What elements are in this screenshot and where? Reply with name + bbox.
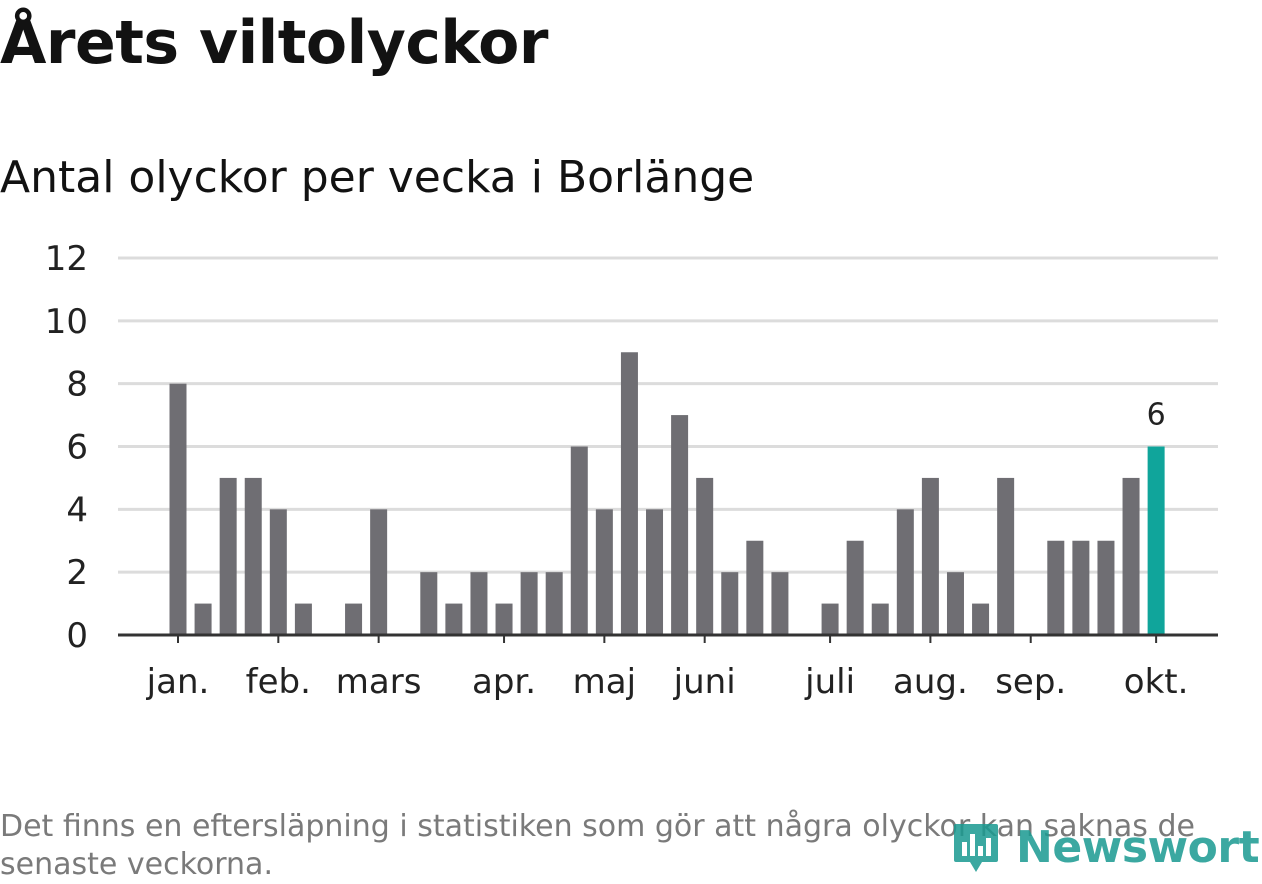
- data-label: 6: [1147, 398, 1166, 433]
- y-tick-label: 0: [66, 616, 88, 656]
- x-tick-label: feb.: [246, 662, 311, 702]
- bar: [244, 477, 262, 635]
- x-tick-label: maj: [573, 662, 636, 702]
- x-tick-label: mars: [336, 662, 422, 702]
- bar: [696, 477, 714, 635]
- bar: [896, 509, 914, 635]
- chart-title: Årets viltolyckor: [0, 8, 549, 78]
- newsworthy-logo: Newsworthy: [952, 818, 1262, 876]
- bar: [570, 446, 588, 635]
- bar: [846, 540, 864, 635]
- bar: [620, 352, 638, 635]
- grid-lines: [118, 256, 1218, 574]
- y-tick-label: 2: [66, 553, 88, 593]
- bar: [520, 572, 538, 635]
- newsworthy-logo-icon: [954, 824, 998, 872]
- bar: [746, 540, 764, 635]
- y-tick-label: 8: [66, 365, 88, 405]
- bar: [595, 509, 613, 635]
- bar: [420, 572, 438, 635]
- x-tick-label: juni: [673, 662, 736, 702]
- bar: [1072, 540, 1090, 635]
- bar: [1122, 477, 1140, 635]
- y-tick-label: 4: [66, 490, 88, 530]
- bar: [646, 509, 664, 635]
- bar: [921, 477, 939, 635]
- y-tick-label: 12: [45, 239, 88, 279]
- y-tick-label: 6: [66, 428, 88, 468]
- bar: [194, 603, 212, 635]
- bar: [470, 572, 488, 635]
- bar: [269, 509, 287, 635]
- annotations: 6: [1147, 398, 1166, 433]
- bar: [997, 477, 1015, 635]
- bar: [1097, 540, 1115, 635]
- bar: [721, 572, 739, 635]
- bar: [370, 509, 388, 635]
- bar: [545, 572, 563, 635]
- bars: [169, 352, 1165, 635]
- x-tick-label: apr.: [472, 662, 536, 702]
- y-axis-labels: 0 2 4 6 8 10 12: [45, 239, 88, 656]
- bar: [219, 477, 237, 635]
- bar-chart: 0 2 4 6 8 10 12 jan. feb. mars apr. maj juni juli aug…: [45, 239, 1218, 702]
- bar: [821, 603, 839, 635]
- x-tick-label: okt.: [1124, 662, 1189, 702]
- bar: [495, 603, 513, 635]
- y-tick-label: 10: [45, 302, 88, 342]
- bar: [345, 603, 363, 635]
- bar: [294, 603, 312, 635]
- bar: [871, 603, 889, 635]
- bar: [671, 415, 689, 635]
- chart-subtitle: Antal olyckor per vecka i Borlänge: [0, 152, 755, 203]
- x-tick-label: juli: [804, 662, 855, 702]
- x-tick-label: aug.: [893, 662, 968, 702]
- bar: [169, 383, 187, 635]
- bar: [972, 603, 990, 635]
- x-tick-label: jan.: [146, 662, 210, 702]
- bar-highlight: [1147, 446, 1165, 635]
- bar: [1047, 540, 1065, 635]
- logo-text: Newsworthy: [1016, 821, 1262, 873]
- x-axis: [118, 633, 1218, 643]
- bar: [445, 603, 463, 635]
- bar: [771, 572, 789, 635]
- bar: [946, 572, 964, 635]
- x-tick-label: sep.: [995, 662, 1066, 702]
- x-axis-labels: jan. feb. mars apr. maj juni juli aug. sep. okt.: [146, 662, 1189, 702]
